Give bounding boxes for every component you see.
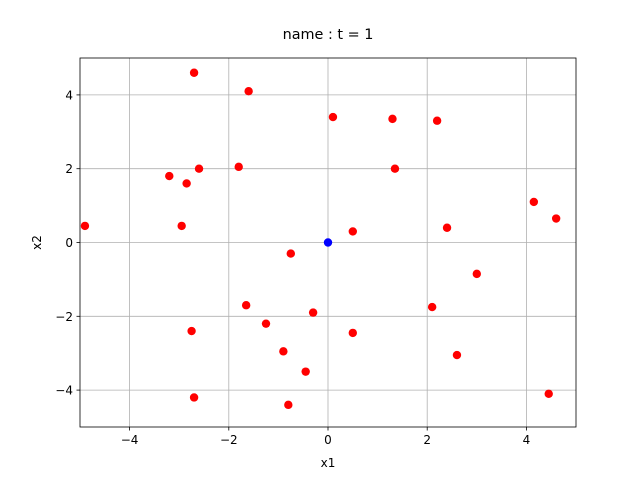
red-point [427,302,437,312]
red-point [261,319,271,328]
y-tick-label: −4 [55,384,73,398]
ticks: −4 −2 0 2 4 −4 −2 0 2 4 [55,88,530,447]
red-point [279,347,288,356]
red-point [472,269,481,279]
blue-point [323,238,333,247]
red-point [348,328,357,338]
red-point [177,221,186,231]
red-point [551,214,561,223]
red-point [187,326,196,336]
x-tick-label: −2 [220,433,238,447]
y-tick-label: 0 [65,236,73,250]
red-point [241,301,251,310]
red-point [165,171,174,181]
red-point [328,112,338,122]
y-tick-label: −2 [55,310,73,324]
grid [80,58,576,427]
y-tick-label: 2 [65,162,73,176]
red-point [286,249,295,258]
red-point [432,116,442,125]
red-point [194,164,204,173]
y-axis-label: x2 [30,235,44,250]
red-point [388,114,397,124]
red-point [182,179,191,188]
red-point [348,227,357,236]
y-tick-label: 4 [65,88,73,102]
x-tick-label: 0 [324,433,332,447]
red-point [189,68,199,77]
red-point [529,197,539,207]
x-axis-label: x1 [321,456,336,470]
red-point [544,389,553,398]
red-point [284,400,293,410]
red-point [189,393,199,402]
red-point [80,221,90,231]
red-point [442,223,452,232]
x-tick-label: 4 [523,433,531,447]
x-tick-label: −4 [121,433,139,447]
chart-title: name : t = 1 [283,27,374,43]
x-tick-label: 2 [423,433,431,447]
red-point [452,350,462,360]
data-points [80,68,561,410]
red-point [234,162,243,172]
red-point [308,308,318,317]
red-point [244,87,253,96]
red-point [390,164,400,173]
red-point [301,367,310,376]
